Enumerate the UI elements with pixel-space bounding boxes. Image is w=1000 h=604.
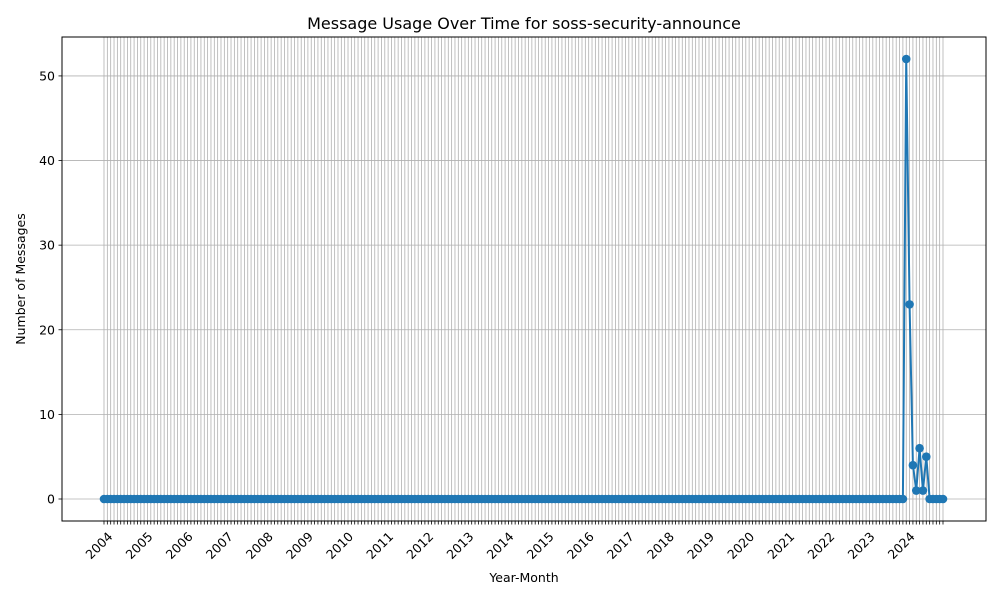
grid: [62, 37, 986, 521]
series-layer: [99, 54, 948, 504]
x-tick-label: 2018: [644, 529, 677, 562]
plot-frame: [61, 36, 987, 522]
x-tick-label: 2019: [684, 529, 717, 562]
x-tick-label: 2012: [403, 529, 436, 562]
y-axis-label: Number of Messages: [13, 213, 28, 345]
x-tick-label: 2007: [203, 529, 236, 562]
x-tick-label: 2005: [122, 529, 155, 562]
data-point: [905, 300, 914, 309]
x-tick-label: 2022: [804, 529, 837, 562]
y-tick-label: 20: [39, 322, 55, 337]
x-tick-label: 2009: [283, 529, 316, 562]
x-tick-label: 2008: [243, 529, 276, 562]
x-tick-label: 2021: [764, 529, 797, 562]
x-tick-label: 2013: [443, 529, 476, 562]
data-point: [898, 494, 908, 504]
x-tick-label: 2006: [163, 529, 196, 562]
y-tick-label: 30: [39, 238, 55, 253]
y-tick-label: 0: [47, 492, 55, 507]
x-tick-label: 2020: [724, 529, 757, 562]
chart-title: Message Usage Over Time for soss-securit…: [307, 14, 741, 33]
data-point: [915, 443, 924, 453]
x-tick-label: 2017: [604, 529, 637, 562]
y-axis: 0 10 20 30 40 50: [39, 68, 62, 507]
x-tick-label: 2011: [363, 529, 396, 562]
x-tick-label: 2014: [483, 529, 516, 562]
y-tick-label: 40: [39, 153, 55, 168]
x-axis-label: Year-Month: [488, 570, 558, 585]
data-point: [908, 460, 918, 470]
x-tick-label: 2023: [845, 529, 878, 562]
x-tick-label: 2016: [564, 529, 597, 562]
x-axis: 2004 2005 2006 2007 2008 2009 2010 2011 2012 2013…: [82, 521, 944, 562]
x-tick-label: 2010: [323, 529, 356, 562]
data-point: [901, 54, 911, 64]
series-line: [104, 58, 943, 500]
x-tick-label: 2015: [524, 529, 557, 562]
data-point: [921, 452, 931, 461]
y-tick-label: 50: [39, 68, 55, 83]
data-point: [938, 494, 948, 504]
x-tick-label: 2024: [885, 529, 918, 562]
y-tick-label: 10: [39, 407, 55, 422]
data-point: [911, 486, 921, 495]
data-point: [918, 486, 928, 495]
x-tick-label: 2004: [82, 529, 115, 562]
